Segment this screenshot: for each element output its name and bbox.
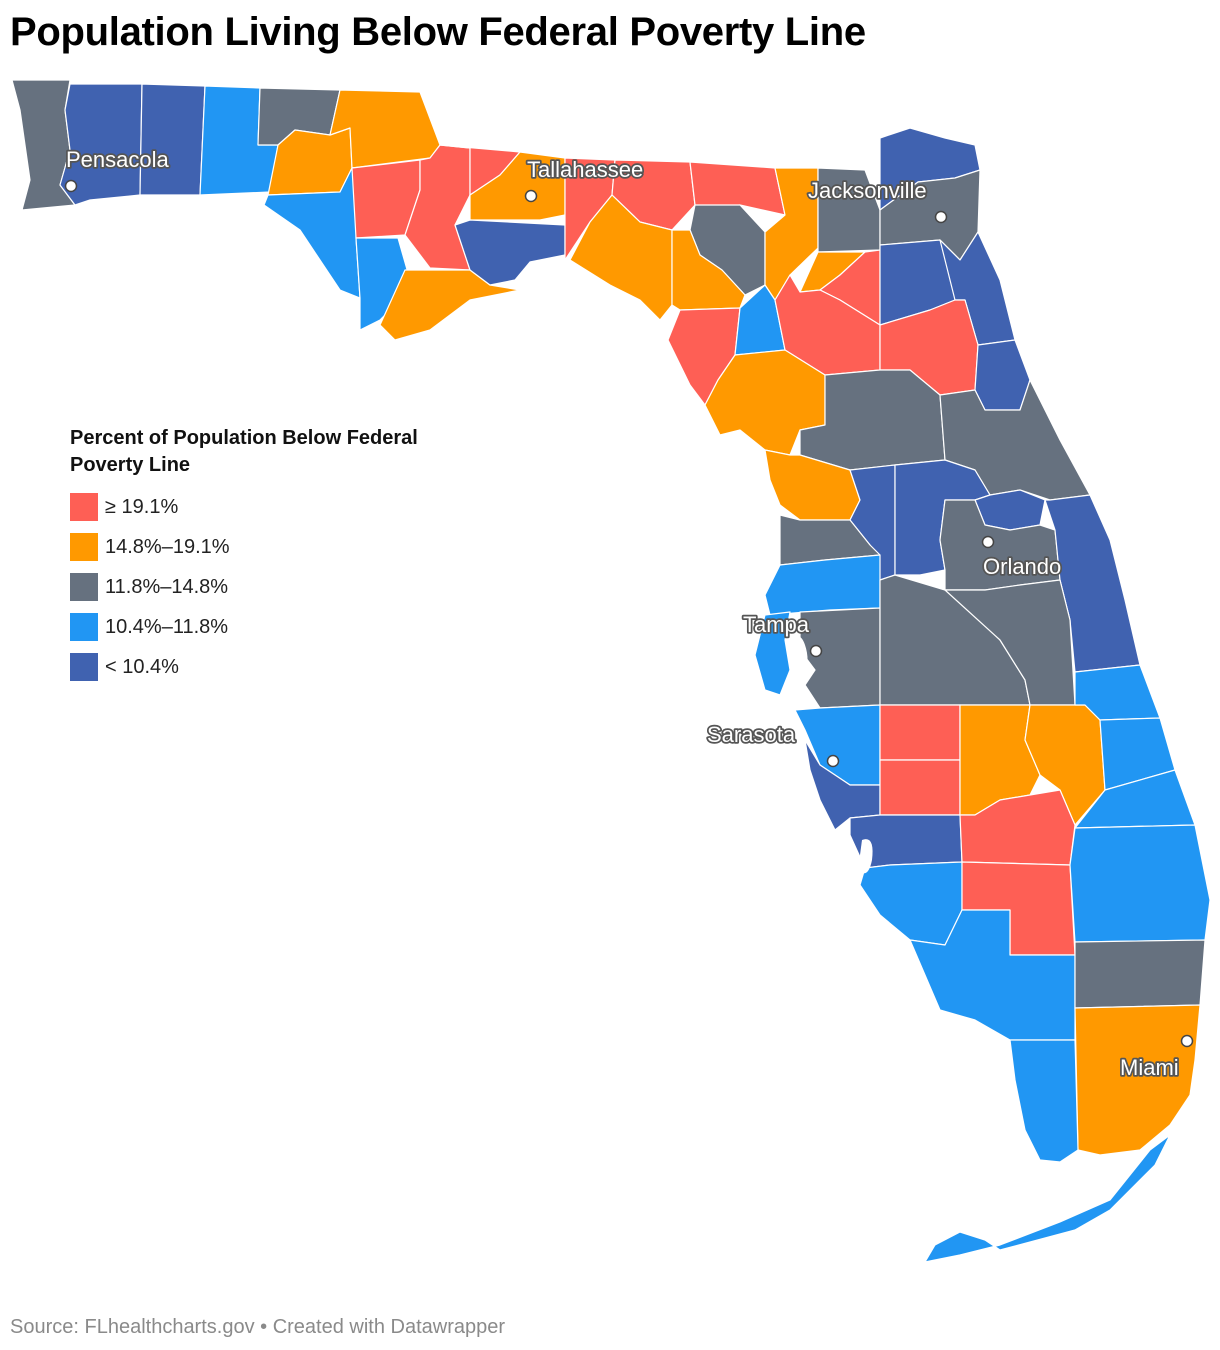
city-label: Tallahassee (527, 157, 643, 182)
county-miami-dade[interactable] (1074, 1004, 1201, 1156)
county-palm-beach[interactable] (1069, 824, 1211, 943)
city-jacksonville: Jacksonville (806, 176, 948, 224)
county-taylor[interactable] (569, 194, 673, 321)
county-monroe[interactable] (1009, 1039, 1079, 1163)
city-orlando: Orlando (981, 535, 1063, 581)
legend-swatch (70, 653, 98, 681)
county-florida-keys[interactable] (924, 1134, 1171, 1263)
legend-item: < 10.4% (70, 647, 490, 687)
county-lafayette[interactable] (671, 229, 746, 311)
county-broward[interactable] (1074, 939, 1206, 1009)
legend-swatch (70, 493, 98, 521)
source-note: Source: FLhealthcharts.gov • Created wit… (10, 1316, 506, 1338)
tampa-bay (786, 636, 808, 695)
city-label: Sarasota (707, 722, 796, 747)
city-sarasota: Sarasota (705, 720, 840, 768)
county-lee[interactable] (859, 861, 963, 946)
county-okaloosa[interactable] (139, 83, 206, 196)
legend-swatch (70, 573, 98, 601)
county-hillsborough[interactable] (799, 607, 881, 709)
charlotte-harbor (858, 839, 873, 874)
county-flagler[interactable] (974, 339, 1031, 411)
legend-item: 11.8%–14.8% (70, 567, 490, 607)
legend-swatch (70, 613, 98, 641)
legend-title-line1: Percent of Population Below Federal (70, 427, 418, 449)
county-pinellas[interactable] (754, 611, 791, 696)
county-seminole[interactable] (974, 489, 1046, 531)
city-pensacola: Pensacola (64, 145, 171, 193)
legend-item: 10.4%–11.8% (70, 607, 490, 647)
legend-title: Percent of Population Below Federal Pove… (70, 425, 490, 479)
county-desoto[interactable] (879, 759, 961, 816)
city-label: Tampa (743, 612, 810, 637)
legend-label: 14.8%–19.1% (105, 535, 230, 558)
city-label: Jacksonville (808, 178, 927, 203)
legend: Percent of Population Below Federal Pove… (70, 425, 490, 687)
city-miami: Miami (1118, 1034, 1194, 1082)
county-osceola[interactable] (944, 579, 1076, 706)
legend-label: 11.8%–14.8% (105, 575, 229, 598)
legend-label: ≥ 19.1% (105, 495, 179, 518)
legend-label: 10.4%–11.8% (105, 615, 229, 638)
city-label: Pensacola (66, 147, 170, 172)
city-label: Miami (1120, 1055, 1179, 1080)
city-tampa: Tampa (741, 610, 823, 658)
legend-swatch (70, 533, 98, 561)
county-hardee[interactable] (879, 704, 961, 761)
chart-title: Population Living Below Federal Poverty … (10, 10, 866, 54)
legend-title-line2: Poverty Line (70, 454, 191, 476)
city-label: Orlando (983, 554, 1061, 579)
legend-item: ≥ 19.1% (70, 487, 490, 527)
legend-label: < 10.4% (105, 655, 179, 678)
city-tallahassee: Tallahassee (524, 155, 645, 203)
legend-item: 14.8%–19.1% (70, 527, 490, 567)
florida-map: Pensacola Tallahassee Jacksonville Orlan… (11, 79, 1211, 1263)
